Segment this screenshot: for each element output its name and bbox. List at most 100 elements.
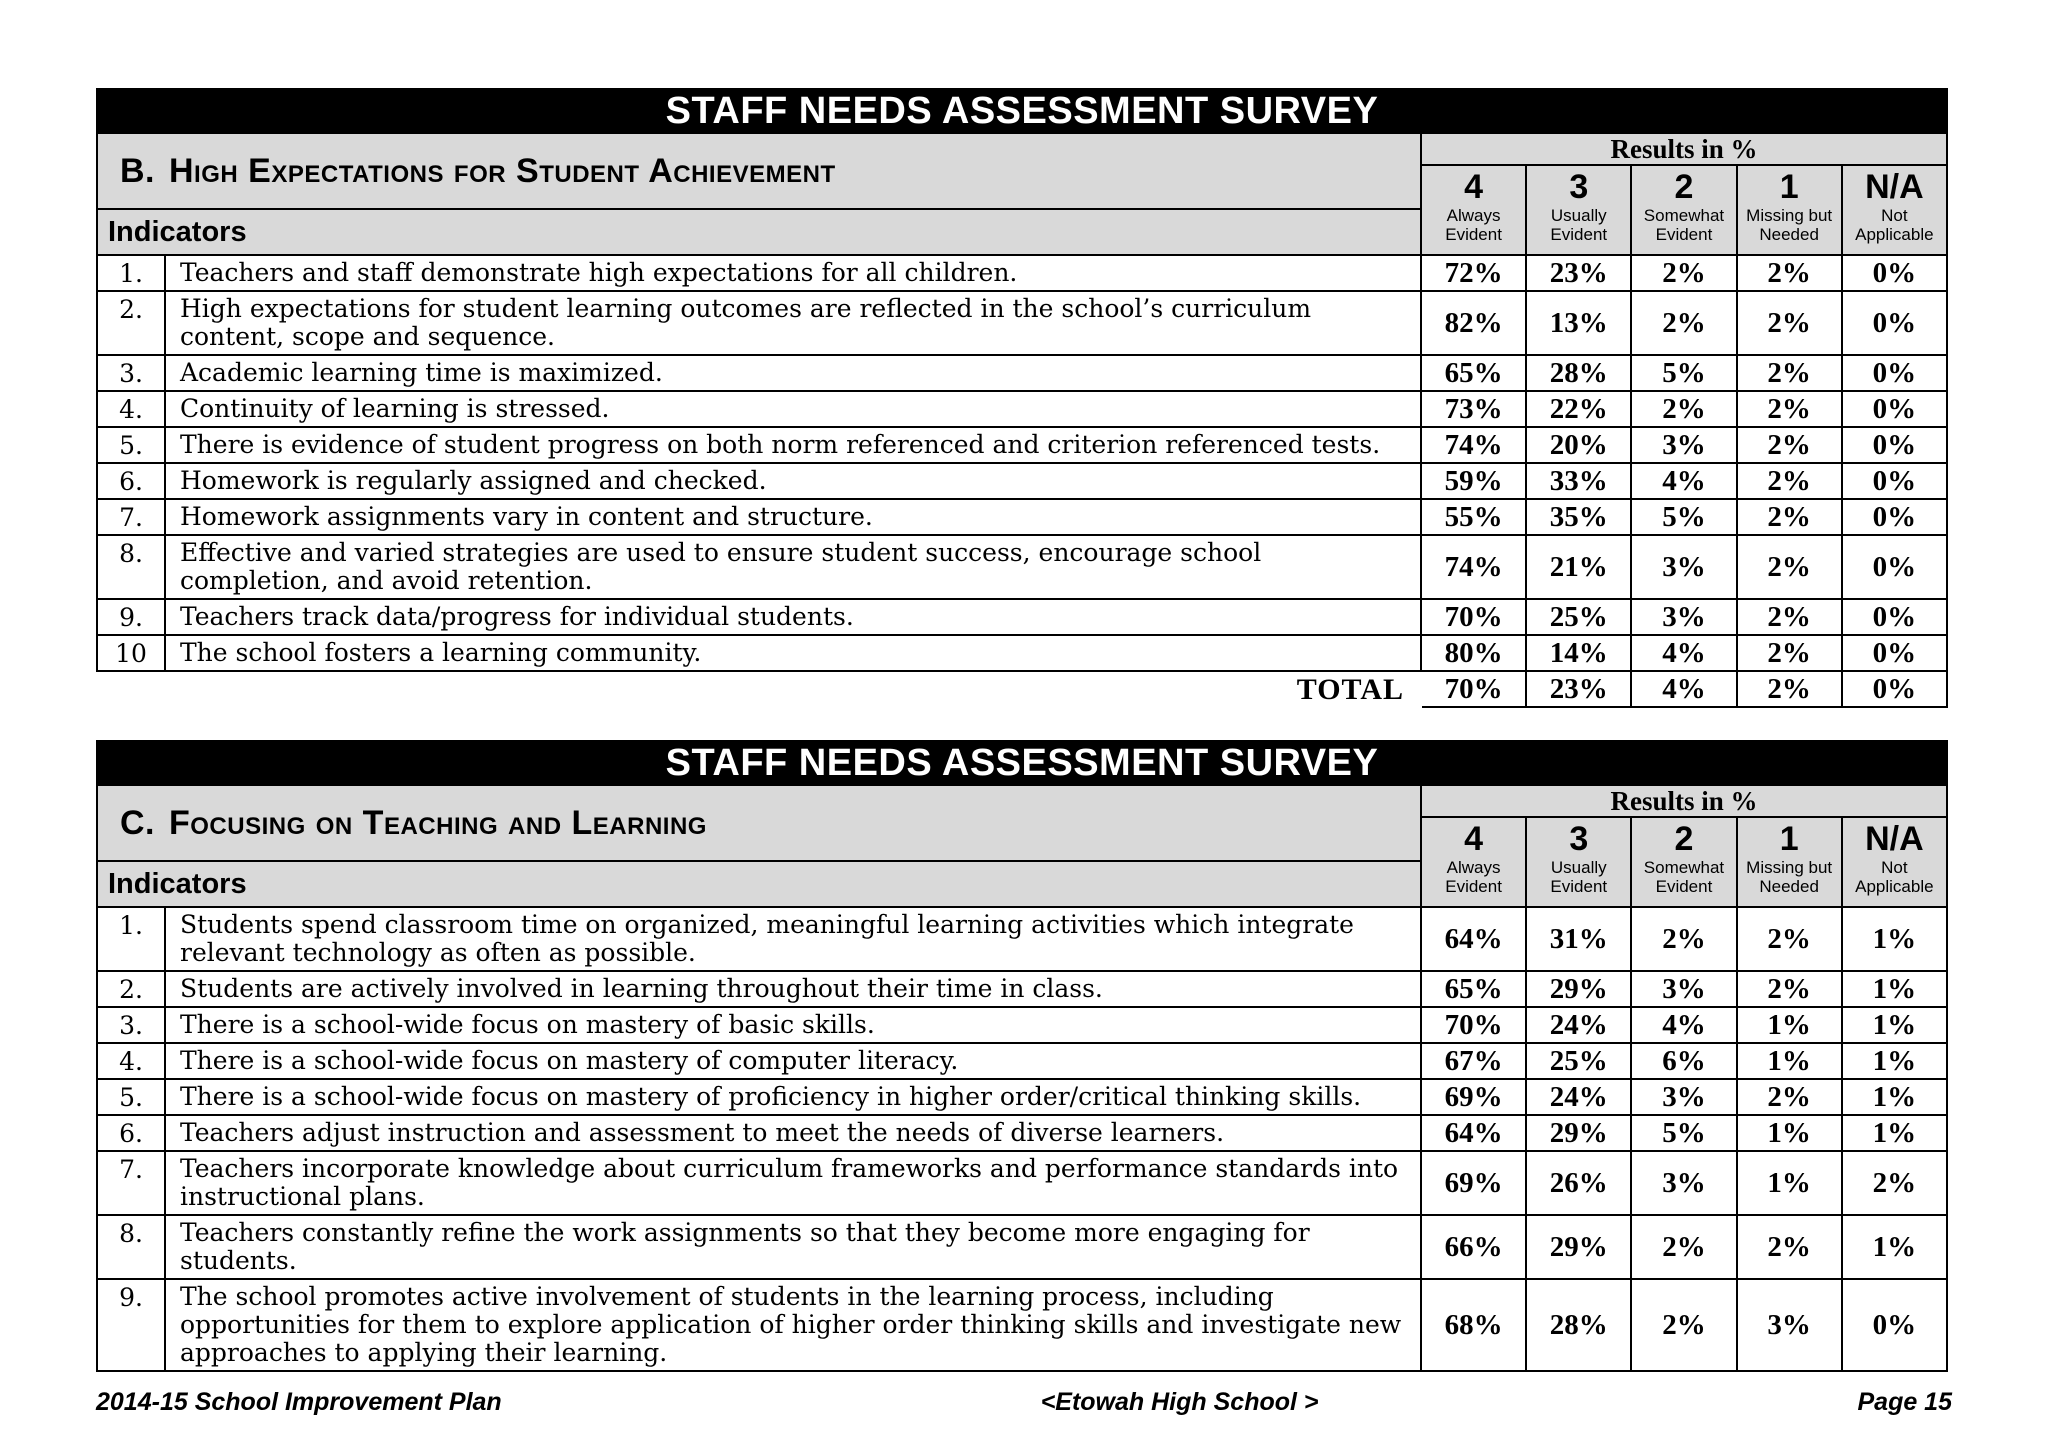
indicator-text: Teachers incorporate knowledge about cur… <box>166 1152 1422 1216</box>
result-value: 14% <box>1527 636 1633 672</box>
result-value: 5% <box>1632 356 1738 392</box>
result-value: 2% <box>1632 1216 1738 1280</box>
result-value: 82% <box>1422 292 1528 356</box>
rating-number: 2 <box>1674 820 1694 858</box>
result-value: 2% <box>1737 908 1843 972</box>
result-value: 2% <box>1737 392 1843 428</box>
total-row: TOTAL 70% 23% 4% 2% 0% <box>96 672 1948 708</box>
result-value: 3% <box>1737 1280 1843 1372</box>
result-value: 1% <box>1842 908 1948 972</box>
result-value: 74% <box>1422 428 1528 464</box>
section-title: High Expectations for Student Achievemen… <box>169 151 836 190</box>
footer-page-number: Page 15 <box>1857 1388 1952 1416</box>
indicator-row: 3. There is a school-wide focus on master… <box>96 1008 1948 1044</box>
survey-title-bar: STAFF NEEDS ASSESSMENT SURVEY <box>96 740 1948 786</box>
indicator-text: Teachers adjust instruction and assessme… <box>166 1116 1422 1152</box>
results-header: Results in % <box>1422 134 1948 166</box>
indicator-row: 10 The school fosters a learning communit… <box>96 636 1948 672</box>
rating-number: 4 <box>1464 820 1484 858</box>
result-value: 1% <box>1737 1116 1843 1152</box>
result-value: 1% <box>1737 1044 1843 1080</box>
result-value: 59% <box>1422 464 1528 500</box>
result-value: 0% <box>1842 356 1948 392</box>
result-value: 2% <box>1737 536 1843 600</box>
result-value: 2% <box>1737 600 1843 636</box>
result-value: 1% <box>1737 1008 1843 1044</box>
total-value: 2% <box>1737 672 1843 708</box>
result-value: 1% <box>1842 1008 1948 1044</box>
total-value: 0% <box>1842 672 1948 708</box>
indicator-row: 7. Teachers incorporate knowledge about c… <box>96 1152 1948 1216</box>
result-value: 0% <box>1842 464 1948 500</box>
result-value: 25% <box>1527 600 1633 636</box>
result-value: 2% <box>1632 392 1738 428</box>
indicator-row: 2. Students are actively involved in lear… <box>96 972 1948 1008</box>
result-value: 0% <box>1842 600 1948 636</box>
indicator-row: 8. Effective and varied strategies are us… <box>96 536 1948 600</box>
indicator-number: 7. <box>96 500 166 536</box>
result-value: 55% <box>1422 500 1528 536</box>
indicator-text: Homework is regularly assigned and check… <box>166 464 1422 500</box>
result-value: 2% <box>1737 1080 1843 1116</box>
result-value: 2% <box>1737 1216 1843 1280</box>
result-value: 4% <box>1632 636 1738 672</box>
rating-number: 2 <box>1674 168 1694 206</box>
column-header-missing-but-needed: 1 Missing but Needed <box>1737 818 1843 908</box>
result-value: 5% <box>1632 500 1738 536</box>
result-value: 33% <box>1527 464 1633 500</box>
result-value: 20% <box>1527 428 1633 464</box>
indicator-number: 5. <box>96 428 166 464</box>
indicator-text: Effective and varied strategies are used… <box>166 536 1422 600</box>
column-header-not-applicable: N/A Not Applicable <box>1842 818 1948 908</box>
result-value: 66% <box>1422 1216 1528 1280</box>
table-header: C. Focusing on Teaching and Learning Ind… <box>96 786 1948 908</box>
indicator-text: Teachers track data/progress for individ… <box>166 600 1422 636</box>
section-title: Focusing on Teaching and Learning <box>169 803 707 842</box>
result-value: 4% <box>1632 464 1738 500</box>
result-value: 1% <box>1842 1116 1948 1152</box>
result-value: 25% <box>1527 1044 1633 1080</box>
result-value: 0% <box>1842 636 1948 672</box>
rating-label: Usually Evident <box>1550 206 1608 244</box>
result-value: 64% <box>1422 908 1528 972</box>
section-letter: B. <box>120 151 155 190</box>
indicator-row: 4. There is a school-wide focus on master… <box>96 1044 1948 1080</box>
result-value: 68% <box>1422 1280 1528 1372</box>
indicator-number: 2. <box>96 972 166 1008</box>
result-value: 24% <box>1527 1008 1633 1044</box>
indicator-number: 8. <box>96 536 166 600</box>
result-value: 31% <box>1527 908 1633 972</box>
rating-label: Usually Evident <box>1550 858 1608 896</box>
result-value: 35% <box>1527 500 1633 536</box>
indicator-number: 5. <box>96 1080 166 1116</box>
result-value: 3% <box>1632 428 1738 464</box>
total-value: 70% <box>1422 672 1528 708</box>
result-value: 13% <box>1527 292 1633 356</box>
rating-label: Always Evident <box>1445 858 1502 896</box>
result-value: 65% <box>1422 972 1528 1008</box>
indicator-number: 3. <box>96 356 166 392</box>
result-value: 80% <box>1422 636 1528 672</box>
survey-title-bar: STAFF NEEDS ASSESSMENT SURVEY <box>96 88 1948 134</box>
result-value: 23% <box>1527 256 1633 292</box>
indicator-number: 9. <box>96 1280 166 1372</box>
result-value: 69% <box>1422 1080 1528 1116</box>
result-value: 3% <box>1632 1080 1738 1116</box>
indicator-number: 8. <box>96 1216 166 1280</box>
indicator-number: 6. <box>96 1116 166 1152</box>
indicator-text: Teachers and staff demonstrate high expe… <box>166 256 1422 292</box>
rating-label: Missing but Needed <box>1746 858 1833 896</box>
result-value: 0% <box>1842 1280 1948 1372</box>
result-value: 28% <box>1527 1280 1633 1372</box>
result-value: 65% <box>1422 356 1528 392</box>
result-value: 28% <box>1527 356 1633 392</box>
result-value: 0% <box>1842 536 1948 600</box>
result-value: 22% <box>1527 392 1633 428</box>
indicator-text: High expectations for student learning o… <box>166 292 1422 356</box>
rating-label: Always Evident <box>1445 206 1502 244</box>
column-header-missing-but-needed: 1 Missing but Needed <box>1737 166 1843 256</box>
indicator-text: Students spend classroom time on organiz… <box>166 908 1422 972</box>
result-value: 2% <box>1632 292 1738 356</box>
indicator-number: 10 <box>96 636 166 672</box>
indicator-number: 1. <box>96 256 166 292</box>
